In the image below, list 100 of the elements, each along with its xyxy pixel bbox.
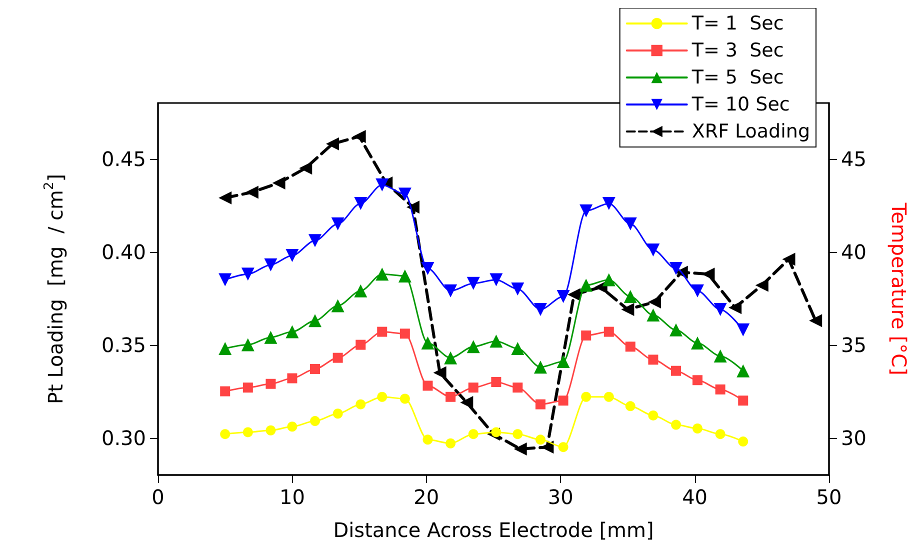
x-axis-title: Distance Across Electrode [mm]	[333, 518, 654, 542]
point	[755, 278, 768, 292]
point	[308, 234, 322, 248]
legend-label: T= 3 Sec	[690, 40, 784, 62]
point	[602, 273, 616, 286]
point	[398, 188, 412, 201]
legend-label: T= 10 Sec	[690, 94, 790, 116]
point	[581, 392, 592, 402]
point	[621, 302, 634, 316]
point	[466, 340, 480, 354]
point	[534, 360, 547, 374]
point	[738, 436, 748, 447]
point	[218, 273, 232, 286]
point	[354, 196, 368, 210]
point	[422, 380, 433, 391]
point	[446, 392, 456, 402]
point	[646, 243, 660, 256]
point	[287, 373, 298, 384]
point	[241, 338, 254, 352]
point	[491, 377, 502, 387]
point	[809, 314, 822, 328]
point	[602, 196, 616, 210]
point	[310, 416, 320, 426]
point	[310, 364, 320, 374]
point	[604, 392, 614, 402]
point	[326, 137, 339, 150]
point	[421, 336, 434, 350]
point	[220, 386, 230, 396]
point	[625, 401, 636, 412]
point	[287, 422, 298, 432]
point	[648, 354, 658, 365]
point	[580, 278, 593, 292]
point	[568, 288, 581, 302]
point	[264, 330, 278, 344]
legend-label: T= 1 Sec	[690, 12, 784, 34]
point	[535, 399, 546, 410]
point	[272, 176, 286, 190]
point	[356, 399, 366, 410]
x-tick-label: 30	[548, 485, 574, 509]
point	[690, 284, 704, 298]
point	[646, 308, 660, 322]
point	[245, 186, 258, 199]
y2-tick-label: 30	[841, 426, 866, 450]
point	[242, 382, 253, 393]
point	[715, 429, 726, 440]
point	[376, 268, 389, 281]
point	[421, 262, 434, 276]
x-tick-label: 10	[279, 485, 305, 509]
point	[736, 323, 750, 336]
point	[558, 396, 568, 406]
point	[670, 323, 683, 336]
point	[511, 282, 524, 296]
point	[422, 434, 433, 445]
point	[714, 302, 727, 316]
point	[444, 284, 458, 298]
legend-label: T= 5 Sec	[690, 66, 784, 88]
point	[460, 396, 474, 409]
point	[406, 200, 420, 214]
x-tick-label: 40	[682, 485, 708, 509]
point	[241, 268, 254, 281]
point	[352, 130, 366, 143]
point	[692, 424, 702, 434]
point	[604, 326, 614, 337]
y2-tick-label: 45	[841, 146, 866, 171]
point	[692, 375, 702, 386]
point	[286, 325, 299, 338]
point	[377, 392, 388, 402]
point	[433, 366, 446, 380]
point	[376, 178, 389, 192]
point	[556, 290, 570, 303]
point	[400, 394, 410, 404]
point	[490, 273, 503, 286]
point	[220, 429, 230, 440]
point	[580, 204, 593, 218]
point	[558, 442, 568, 452]
point	[556, 355, 570, 368]
point	[468, 382, 478, 393]
point	[354, 284, 368, 298]
point	[581, 330, 592, 340]
point	[512, 382, 523, 393]
point	[466, 276, 480, 290]
point	[332, 352, 343, 363]
point	[625, 342, 636, 352]
point	[624, 217, 637, 230]
point	[266, 378, 276, 389]
y2-axis-title: Temperature [°C]	[887, 202, 911, 376]
y2-tick-label: 35	[841, 332, 866, 357]
point	[356, 340, 366, 350]
point	[714, 349, 727, 362]
point	[444, 351, 458, 364]
x-tick-label: 50	[816, 485, 842, 509]
point	[702, 268, 715, 281]
point	[736, 364, 750, 378]
x-tick-label: 0	[152, 485, 164, 509]
point	[490, 334, 503, 348]
point	[299, 162, 312, 175]
y-tick-label: 0.40	[101, 240, 146, 264]
point	[671, 420, 682, 430]
y-tick-label: 0.45	[101, 146, 146, 171]
point	[377, 326, 388, 337]
